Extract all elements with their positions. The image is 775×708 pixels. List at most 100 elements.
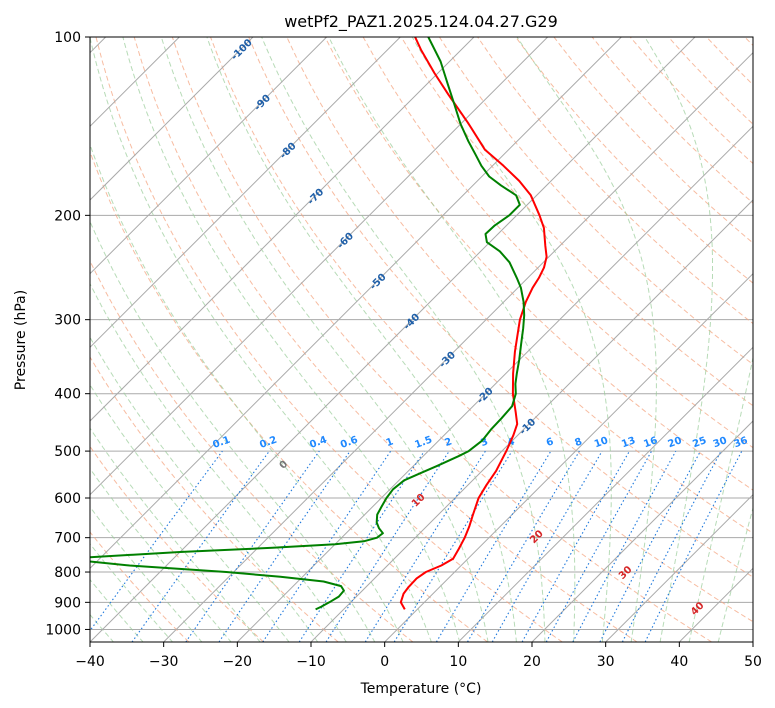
mixing-ratio-label: 8: [573, 436, 583, 449]
x-tick-label: 40: [670, 654, 688, 670]
isotherm: [90, 37, 549, 496]
moist-adiabat: [261, 37, 546, 642]
mixing-ratio-line: [218, 450, 351, 642]
dry-adiabat: [210, 37, 753, 623]
isotherm: [90, 37, 622, 570]
mixing-ratio-label: 10: [593, 435, 610, 450]
y-tick-label: 200: [54, 208, 81, 224]
isotherm: [531, 420, 753, 642]
x-tick-label: 30: [597, 654, 615, 670]
moist-adiabat: [717, 506, 753, 642]
plot-frame: [89, 36, 754, 643]
dry-adiabat: [90, 531, 190, 642]
x-tick-label: −10: [296, 654, 326, 670]
mixing-ratio-line: [90, 450, 223, 632]
mixing-ratio-line: [545, 450, 653, 642]
moist-adiabat: [90, 142, 404, 642]
moist-adiabat: [90, 336, 319, 642]
dry-adiabat: [133, 37, 638, 642]
x-tick-label: −30: [149, 654, 179, 670]
x-tick-label: 10: [449, 654, 467, 670]
isotherm: [310, 199, 753, 642]
mixing-ratio-line: [644, 450, 743, 642]
y-tick-label: 100: [54, 30, 81, 46]
mixing-ratio-line: [572, 450, 677, 642]
dry-adiabat: [90, 150, 488, 642]
moist-adiabat: [644, 37, 713, 642]
y-tick-label: 800: [54, 565, 81, 581]
mixing-ratio-label: 30: [712, 435, 729, 450]
chart-title: wetPf2_PAZ1.2025.124.04.27.G29: [284, 12, 558, 32]
mixing-ratio-label: 4: [506, 436, 516, 449]
moist-adiabat: [90, 383, 290, 642]
x-tick-label: −20: [223, 654, 253, 670]
moist-adiabat: [411, 37, 612, 642]
x-tick-label: 0: [380, 654, 389, 670]
x-tick-label: 20: [523, 654, 541, 670]
mixing-ratio-line: [131, 450, 270, 642]
moist-adiabat: [90, 220, 376, 642]
mixing-ratio-line: [521, 450, 630, 642]
mixing-ratio-label: 20: [667, 435, 684, 450]
isotherm: [90, 37, 328, 275]
mixing-ratio-line: [393, 450, 513, 642]
y-tick-label: 600: [54, 491, 81, 507]
dry-adiabat: [324, 37, 753, 491]
dry-adiabat: [515, 37, 753, 284]
plot-background: [90, 37, 753, 642]
moist-adiabat: [206, 37, 517, 642]
isotherm: [236, 125, 753, 642]
x-tick-label: 50: [744, 654, 762, 670]
moist-adiabat: [516, 37, 657, 642]
mixing-ratio-line: [325, 450, 450, 642]
y-tick-label: 700: [54, 531, 81, 547]
dry-adiabat: [171, 37, 712, 642]
temperature-line: [399, 37, 548, 610]
isotherm: [605, 493, 753, 642]
dry-adiabat: [400, 37, 753, 407]
y-tick-label: 300: [54, 313, 81, 329]
x-tick-label: −40: [75, 654, 105, 670]
moist-adiabat: [90, 282, 347, 642]
isotherm: [384, 272, 753, 642]
mixing-ratio-line: [185, 450, 320, 642]
x-axis-label: Temperature (°C): [360, 681, 482, 697]
mixing-ratio-label: 3: [479, 436, 489, 449]
y-tick-label: 500: [54, 444, 81, 460]
mixing-ratio-label: 2: [443, 436, 453, 449]
y-tick-label: 1000: [45, 622, 81, 638]
isotherm: [457, 346, 753, 642]
isotherm: [90, 37, 475, 422]
profile-lines: [90, 37, 548, 611]
moist-adiabat: [160, 37, 489, 642]
isotherm: [163, 51, 753, 642]
isotherm: [90, 37, 696, 642]
isotherm: [90, 37, 401, 349]
dry-adiabat: [95, 37, 563, 642]
isotherm: [90, 37, 254, 201]
mixing-ratio-line: [262, 450, 392, 642]
dewpoint-line: [90, 37, 526, 611]
mixing-ratio-label: 16: [642, 435, 659, 450]
axis-ticks: −40 −30 −20 −10 0 10 20 30 40 50 100 200 300 400 500 60…: [45, 30, 762, 670]
moist-adiabat: [90, 37, 432, 642]
mixing-ratio-label: 36: [733, 435, 750, 450]
moist-adiabat: [688, 355, 753, 642]
mixing-ratio-label: 1: [385, 436, 395, 449]
mixing-ratio-label: 13: [620, 435, 637, 450]
y-tick-label: 900: [54, 595, 81, 611]
moist-adiabat: [122, 37, 461, 642]
y-tick-label: 400: [54, 387, 81, 403]
moist-adiabat: [90, 467, 232, 642]
y-axis-label: Pressure (hPa): [13, 290, 29, 390]
dry-adiabat: [438, 37, 753, 366]
moist-adiabat: [328, 37, 576, 642]
dry-adiabat: [90, 445, 264, 642]
mixing-ratio-line: [298, 450, 425, 642]
dry-adiabat: [248, 37, 753, 578]
mixing-ratio-label: 6: [545, 436, 555, 449]
isotherm: [752, 641, 753, 642]
background-lines: [90, 37, 753, 642]
moist-adiabat: [90, 427, 261, 642]
